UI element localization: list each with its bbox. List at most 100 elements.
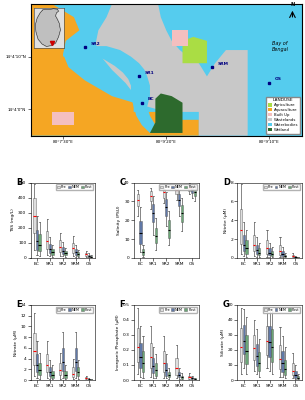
PathPatch shape <box>51 249 54 255</box>
Text: Bay of
Bengal: Bay of Bengal <box>272 41 289 52</box>
PathPatch shape <box>137 194 139 206</box>
PathPatch shape <box>181 376 183 379</box>
PathPatch shape <box>245 335 247 364</box>
Text: E: E <box>16 300 22 309</box>
PathPatch shape <box>282 251 284 256</box>
PathPatch shape <box>149 343 152 368</box>
PathPatch shape <box>33 333 35 366</box>
PathPatch shape <box>64 251 66 255</box>
PathPatch shape <box>284 255 286 257</box>
PathPatch shape <box>292 364 294 376</box>
PathPatch shape <box>168 220 170 238</box>
Text: SR1: SR1 <box>145 71 154 75</box>
PathPatch shape <box>279 245 281 255</box>
PathPatch shape <box>271 329 273 362</box>
Legend: Agriculture, Aquaculture, Built Up, Wastelands, Waterbodies, Wetland: Agriculture, Aquaculture, Built Up, Wast… <box>266 97 300 134</box>
PathPatch shape <box>59 240 61 252</box>
PathPatch shape <box>64 371 66 378</box>
PathPatch shape <box>256 245 258 254</box>
PathPatch shape <box>181 205 183 222</box>
PathPatch shape <box>292 255 294 257</box>
Polygon shape <box>172 30 188 46</box>
PathPatch shape <box>282 352 284 372</box>
Y-axis label: Nitrite (μM): Nitrite (μM) <box>224 208 228 233</box>
PathPatch shape <box>49 367 51 376</box>
PathPatch shape <box>279 345 281 370</box>
PathPatch shape <box>59 362 61 376</box>
PathPatch shape <box>297 376 299 379</box>
PathPatch shape <box>51 371 54 378</box>
PathPatch shape <box>152 204 154 222</box>
PathPatch shape <box>85 253 87 256</box>
PathPatch shape <box>266 240 268 254</box>
Text: OS: OS <box>275 77 282 81</box>
Polygon shape <box>35 9 60 46</box>
PathPatch shape <box>33 198 35 233</box>
PathPatch shape <box>178 372 180 377</box>
PathPatch shape <box>194 189 196 196</box>
PathPatch shape <box>191 187 193 193</box>
Legend: Pre, NEM, Post: Pre, NEM, Post <box>263 184 300 190</box>
PathPatch shape <box>149 191 152 202</box>
Polygon shape <box>96 4 226 112</box>
PathPatch shape <box>165 364 167 376</box>
PathPatch shape <box>175 187 178 194</box>
PathPatch shape <box>72 243 74 253</box>
PathPatch shape <box>163 352 165 372</box>
PathPatch shape <box>188 376 191 378</box>
PathPatch shape <box>245 240 247 254</box>
PathPatch shape <box>77 367 80 376</box>
Text: SR2: SR2 <box>90 42 100 46</box>
PathPatch shape <box>294 371 297 378</box>
PathPatch shape <box>175 358 178 375</box>
PathPatch shape <box>268 326 271 358</box>
Text: SRM: SRM <box>218 62 229 66</box>
Y-axis label: TSS (mg/L): TSS (mg/L) <box>11 208 15 232</box>
PathPatch shape <box>258 248 260 256</box>
Text: BC: BC <box>147 97 154 101</box>
Text: G: G <box>223 300 230 309</box>
PathPatch shape <box>90 379 92 380</box>
PathPatch shape <box>243 235 245 251</box>
PathPatch shape <box>75 348 77 372</box>
Text: B: B <box>16 178 23 187</box>
PathPatch shape <box>85 378 87 379</box>
PathPatch shape <box>256 344 258 366</box>
Text: C: C <box>120 178 126 187</box>
PathPatch shape <box>88 379 90 380</box>
PathPatch shape <box>46 354 48 372</box>
PathPatch shape <box>38 362 41 376</box>
Legend: Pre, NEM, Post: Pre, NEM, Post <box>263 306 300 313</box>
PathPatch shape <box>294 256 297 258</box>
PathPatch shape <box>188 186 191 191</box>
PathPatch shape <box>243 325 245 354</box>
PathPatch shape <box>163 189 165 198</box>
PathPatch shape <box>62 246 64 254</box>
Text: F: F <box>120 300 125 309</box>
Y-axis label: Nitrate (μM): Nitrate (μM) <box>14 329 18 356</box>
PathPatch shape <box>139 343 142 368</box>
Legend: Pre, NEM, Post: Pre, NEM, Post <box>159 306 197 313</box>
PathPatch shape <box>36 354 38 372</box>
Polygon shape <box>63 46 163 133</box>
PathPatch shape <box>139 221 142 244</box>
PathPatch shape <box>142 249 144 255</box>
PathPatch shape <box>258 352 260 371</box>
PathPatch shape <box>284 360 286 376</box>
PathPatch shape <box>194 378 196 380</box>
PathPatch shape <box>72 367 74 377</box>
Text: D: D <box>223 178 230 187</box>
Text: A: A <box>9 0 15 1</box>
Polygon shape <box>248 4 261 136</box>
PathPatch shape <box>90 256 92 257</box>
PathPatch shape <box>49 244 51 253</box>
PathPatch shape <box>271 251 273 256</box>
PathPatch shape <box>137 328 139 362</box>
PathPatch shape <box>75 249 77 255</box>
Polygon shape <box>199 50 248 136</box>
PathPatch shape <box>178 194 180 206</box>
PathPatch shape <box>268 248 271 256</box>
Polygon shape <box>52 112 74 125</box>
PathPatch shape <box>266 326 268 355</box>
Polygon shape <box>150 94 182 133</box>
